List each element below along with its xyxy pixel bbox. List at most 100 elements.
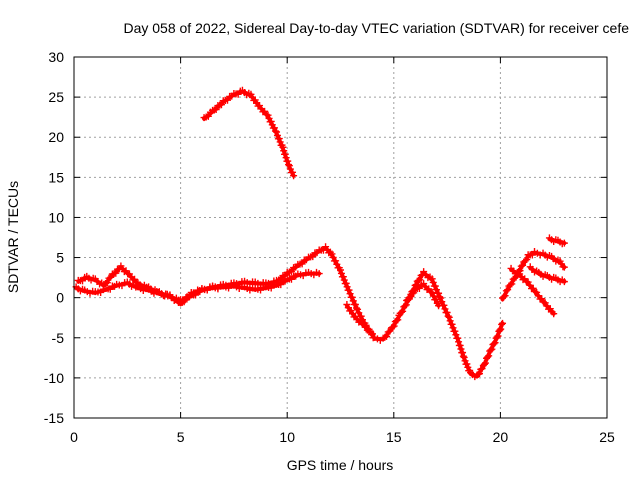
series-satellite-3 (343, 300, 376, 338)
data-point (352, 304, 360, 312)
data-point (488, 345, 496, 353)
data-point (476, 370, 484, 378)
data-point (290, 172, 298, 180)
data-point (432, 296, 440, 304)
data-point (289, 168, 297, 176)
data-point (180, 298, 188, 306)
series-satellite-4 (403, 280, 443, 310)
data-point (393, 317, 401, 325)
data-point (560, 263, 568, 271)
data-point (451, 327, 459, 335)
data-point (485, 352, 493, 360)
data-point (415, 284, 423, 292)
data-point (508, 280, 516, 288)
data-point (345, 286, 353, 294)
y-tick-label: 30 (48, 49, 64, 65)
data-point (343, 300, 351, 308)
data-point (247, 90, 255, 98)
y-tick-label: 20 (48, 129, 64, 145)
data-point (328, 250, 336, 258)
y-tick-label: -10 (44, 370, 64, 386)
data-point (454, 334, 462, 342)
data-point (474, 370, 482, 378)
data-point (441, 305, 449, 313)
data-point (224, 96, 232, 104)
data-point (212, 106, 220, 114)
x-tick-label: 0 (70, 429, 78, 445)
data-point (281, 150, 289, 158)
series-satellite-7 (526, 263, 568, 286)
data-point (445, 313, 453, 321)
x-tick-label: 25 (599, 429, 615, 445)
y-tick-label: 0 (56, 290, 64, 306)
plot-frame (73, 56, 608, 419)
data-point (279, 143, 287, 151)
data-point (284, 157, 292, 165)
data-point (264, 111, 272, 119)
data-point (431, 282, 439, 290)
data-point (277, 281, 285, 289)
data-point (315, 270, 323, 278)
data-point (432, 286, 440, 294)
data-point (271, 127, 279, 135)
data-point (342, 279, 350, 287)
data-point (491, 339, 499, 347)
y-axis-label: SDTVAR / TECUs (5, 181, 21, 293)
data-point (436, 293, 444, 301)
data-point (270, 124, 278, 132)
data-point (448, 320, 456, 328)
series-satellite-1 (74, 243, 507, 381)
data-point (348, 293, 356, 301)
data-point (500, 293, 508, 301)
series-satellite-9 (545, 234, 568, 248)
data-point (273, 128, 281, 136)
data-point (481, 359, 489, 367)
data-point (443, 309, 451, 317)
data-point (347, 307, 355, 315)
data-point (267, 117, 275, 125)
data-point (499, 319, 507, 327)
x-tick-label: 15 (386, 429, 402, 445)
data-point (428, 275, 436, 283)
data-point (459, 352, 467, 360)
data-point (389, 323, 397, 331)
data-point (397, 308, 405, 316)
data-point (429, 278, 437, 286)
grid-layer (74, 57, 607, 418)
data-point (506, 281, 514, 289)
data-point (501, 292, 509, 300)
data-point (511, 274, 519, 282)
x-axis-label: GPS time / hours (287, 457, 394, 473)
data-point (410, 289, 418, 297)
data-point (550, 310, 558, 318)
data-point (309, 253, 317, 261)
y-tick-label: 15 (48, 169, 64, 185)
data-point (383, 332, 391, 340)
data-point (494, 332, 502, 340)
data-point (401, 302, 409, 310)
x-tick-label: 20 (493, 429, 509, 445)
y-tick-label: 5 (56, 250, 64, 266)
data-point (429, 292, 437, 300)
data-point (368, 330, 376, 338)
axis-layer: 0 5 10 15 20 25 -15 -10 -5 0 5 10 15 20 25 30 (44, 49, 615, 445)
data-point (460, 353, 468, 361)
data-point (519, 261, 527, 269)
data-point (478, 365, 486, 373)
data-point (560, 239, 568, 247)
data-point (405, 295, 413, 303)
data-point (496, 326, 504, 334)
data-point (484, 353, 492, 361)
data-point (463, 360, 471, 368)
y-tick-label: -5 (52, 330, 65, 346)
data-point (493, 333, 501, 341)
data-point (280, 147, 288, 155)
data-point (435, 302, 443, 310)
data-point (337, 266, 344, 274)
data-point (285, 161, 293, 169)
data-point (502, 287, 510, 295)
data-point (490, 340, 498, 348)
data-point (480, 360, 488, 368)
data-point (285, 162, 293, 170)
data-point (417, 271, 425, 279)
